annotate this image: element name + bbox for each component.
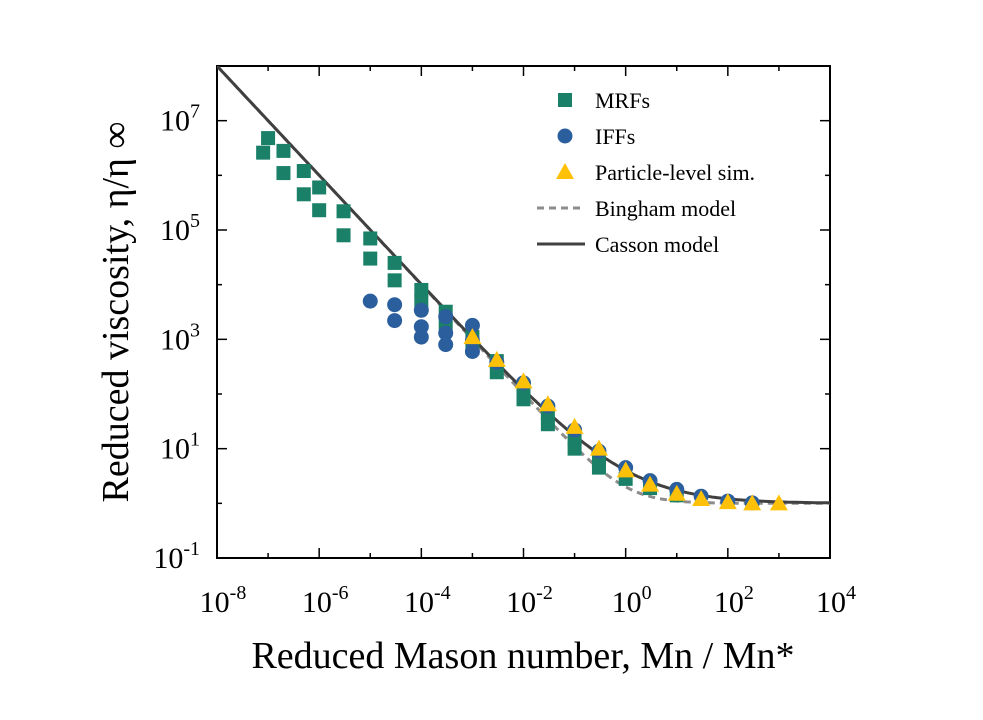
y-tick-label: 103 [160, 319, 200, 356]
mrf-data-point [312, 203, 327, 218]
simulation-data-point [743, 494, 762, 511]
legend-label: Bingham model [595, 196, 736, 221]
iff-data-point [438, 309, 454, 325]
iff-data-point [387, 313, 403, 329]
iff-data-point [413, 302, 429, 318]
axis-ticks [216, 65, 831, 559]
mrf-data-point [336, 204, 351, 219]
mrf-data-point [261, 131, 276, 146]
mrf-data-point [414, 282, 429, 297]
legend-label: Particle-level sim. [595, 160, 755, 185]
legend-circle-icon [557, 128, 573, 144]
simulation-data-point [667, 484, 686, 501]
simulation-data-point [514, 372, 533, 389]
simulation-data-point [538, 395, 557, 412]
legend-label: IFFs [595, 124, 635, 149]
bingham-model-line [217, 66, 830, 505]
mrf-data-point [276, 166, 291, 181]
model-lines [217, 66, 830, 505]
plot-frame [216, 65, 831, 559]
iff-data-point [438, 325, 454, 341]
y-tick-labels: 10-1 101 103 105 107 [153, 101, 200, 575]
mrf-data-point [256, 145, 271, 160]
y-tick-label: 105 [160, 210, 200, 247]
simulation-data-point [487, 350, 506, 367]
legend-square-icon [558, 93, 572, 107]
simulation-data-point [463, 328, 482, 345]
simulation-data-point [692, 490, 711, 507]
simulation-data-point [718, 493, 737, 510]
x-axis-title: Reduced Mason number, Mn / Mn* [251, 635, 794, 677]
y-tick-label: 10-1 [153, 538, 200, 575]
casson-model-line [217, 66, 830, 505]
mrf-data-point [540, 417, 555, 432]
simulation-data-point [769, 494, 788, 511]
x-tick-label: 10-2 [506, 582, 553, 619]
x-tick-label: 10-8 [200, 582, 247, 619]
mrf-data-point [312, 180, 327, 195]
simulation-data-point [616, 461, 635, 478]
mrf-data-point [363, 231, 378, 246]
iff-data-point [438, 337, 454, 353]
simulation-data-point [641, 475, 660, 492]
mrf-data-point [363, 251, 378, 266]
mrf-data-point [516, 392, 531, 407]
legend-label: Casson model [595, 232, 719, 257]
iff-data-point [413, 319, 429, 335]
x-tick-label: 100 [612, 582, 652, 619]
x-tick-label: 10-4 [404, 582, 451, 619]
mrf-data-point [567, 441, 582, 456]
iff-data-point [387, 297, 403, 313]
x-tick-labels: 10-8 10-6 10-4 10-2 100 102 104 [200, 582, 856, 619]
y-tick-label: 101 [160, 429, 200, 466]
iff-data-point [464, 317, 480, 333]
y-axis-title: Reduced viscosity, η/η ∞ [95, 122, 137, 503]
x-tick-label: 104 [816, 582, 856, 619]
simulation-data-point [589, 439, 608, 456]
legend: MRFs IFFs Particle-level sim. Bingham model… [537, 88, 755, 257]
mrf-data-point [591, 460, 606, 475]
x-tick-label: 102 [714, 582, 754, 619]
iff-data-point [413, 329, 429, 345]
mrf-data-point [296, 164, 311, 179]
plot-area [217, 66, 830, 511]
mrf-data-point [276, 143, 291, 158]
iff-data-point [464, 343, 480, 359]
y-tick-label: 107 [160, 101, 200, 138]
legend-label: MRFs [595, 88, 650, 113]
data-markers [256, 131, 788, 511]
legend-triangle-icon [556, 163, 574, 179]
mrf-data-point [336, 228, 351, 243]
mrf-data-point [296, 187, 311, 202]
mrf-data-point [387, 273, 402, 288]
mrf-data-point [387, 255, 402, 270]
simulation-data-point [565, 417, 584, 434]
iff-data-point [362, 293, 378, 309]
x-tick-label: 10-6 [302, 582, 349, 619]
